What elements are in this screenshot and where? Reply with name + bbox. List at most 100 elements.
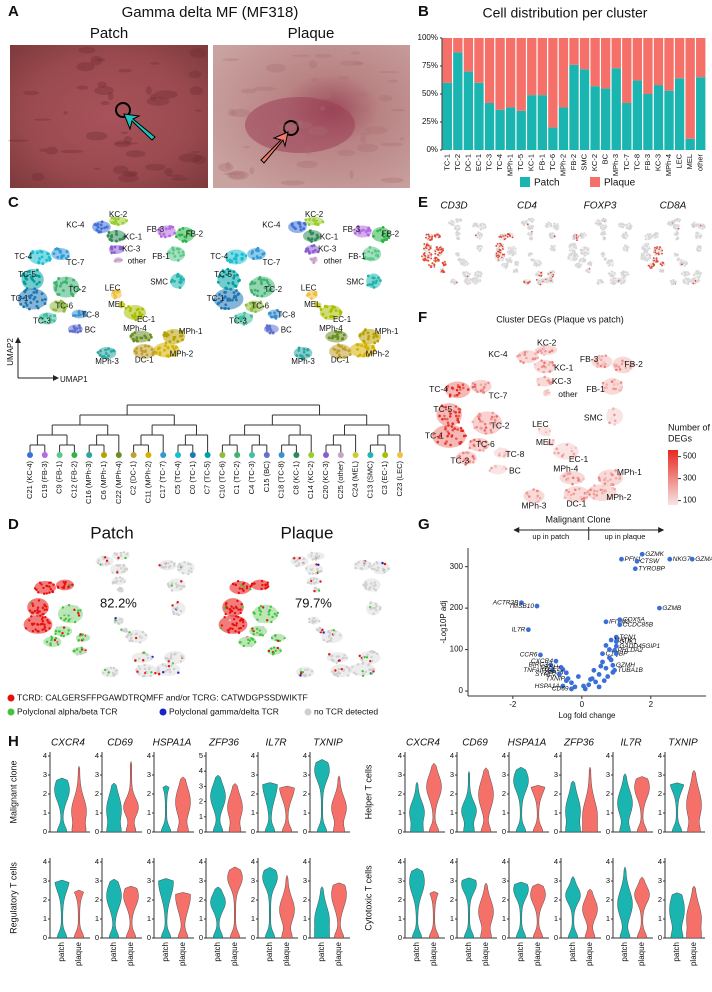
cell (519, 354, 522, 357)
cell (513, 270, 515, 272)
cell (142, 675, 144, 677)
gene-point (586, 682, 591, 687)
cluster-label: TC-4 (210, 252, 228, 261)
cell (568, 246, 570, 248)
cell (53, 320, 56, 323)
y-tick-label: 1 (502, 914, 506, 923)
cell (49, 642, 51, 644)
cell (229, 258, 232, 261)
cell (375, 589, 377, 591)
cell (315, 578, 317, 580)
violin (72, 766, 87, 832)
cell (369, 246, 372, 249)
cell (239, 612, 241, 614)
cell (375, 609, 377, 611)
cell (536, 495, 539, 498)
violin (211, 887, 226, 938)
cell (623, 270, 625, 272)
condition-label: plaque (689, 941, 698, 966)
cell (367, 250, 370, 253)
cell (531, 253, 533, 255)
cell (256, 628, 258, 630)
cell (304, 669, 306, 671)
cell (165, 665, 167, 667)
cell (298, 221, 301, 224)
cell (468, 275, 470, 277)
cell (315, 581, 317, 583)
y-tick-label: 3 (658, 770, 662, 779)
cell (596, 219, 598, 221)
cell (145, 653, 147, 655)
cell (235, 289, 238, 292)
cell (315, 220, 318, 223)
cell (60, 617, 62, 619)
cell (616, 280, 618, 282)
cell (441, 246, 443, 248)
cell (615, 277, 617, 279)
cluster-label: TC-8 (505, 449, 524, 459)
cell (55, 630, 57, 632)
cell (698, 276, 700, 278)
leaf-dot (367, 452, 373, 458)
cell (580, 232, 582, 234)
cell (425, 250, 427, 252)
cell-cluster (372, 561, 390, 574)
cell (371, 660, 373, 662)
cell (45, 259, 48, 262)
cell (311, 245, 314, 248)
cell (180, 588, 182, 590)
cell (346, 666, 348, 668)
cell (498, 245, 500, 247)
bar-segment (696, 77, 705, 150)
y-tick-label: 3 (43, 876, 47, 885)
cell (262, 626, 264, 628)
cell (589, 489, 592, 492)
legend-dot (8, 695, 15, 702)
cell (446, 418, 449, 421)
cell (565, 448, 568, 451)
cell (233, 624, 235, 626)
row-label: Malignant clone (8, 760, 18, 823)
cell (270, 621, 272, 623)
gene-point (600, 651, 605, 656)
cell (62, 606, 64, 608)
gene-label: CD8A (660, 201, 687, 212)
cell (490, 467, 493, 470)
cell (308, 674, 310, 676)
cell (542, 371, 545, 374)
cell (260, 588, 262, 590)
cell (610, 279, 612, 281)
cell (512, 235, 514, 237)
cell (115, 233, 118, 236)
cell (117, 557, 119, 559)
cell (574, 253, 576, 255)
cell (79, 330, 82, 333)
cell (659, 246, 661, 248)
cell (25, 627, 27, 629)
cell (552, 232, 554, 234)
cell (179, 281, 182, 284)
cell (602, 253, 604, 255)
cell (181, 233, 184, 236)
cell (509, 257, 511, 259)
gene-point (538, 653, 543, 658)
cell (537, 368, 540, 371)
condition-label: plaque (334, 941, 343, 966)
legend-label: Plaque (604, 178, 636, 189)
cell (532, 218, 534, 220)
gene-label: CD3D (440, 201, 467, 212)
leaf-label: C7 (TC-5) (203, 461, 212, 495)
cell (612, 264, 614, 266)
cell (585, 492, 588, 495)
y-tick-label: 2 (303, 895, 307, 904)
cluster-label: TC-8 (277, 311, 295, 320)
violin (479, 768, 494, 832)
cell (585, 234, 587, 236)
cell (531, 226, 533, 228)
cell (246, 585, 248, 587)
cell (602, 233, 604, 235)
y-tick-label: 3 (398, 770, 402, 779)
skin-texture (190, 48, 207, 58)
cell (105, 352, 108, 355)
cell (439, 252, 441, 254)
